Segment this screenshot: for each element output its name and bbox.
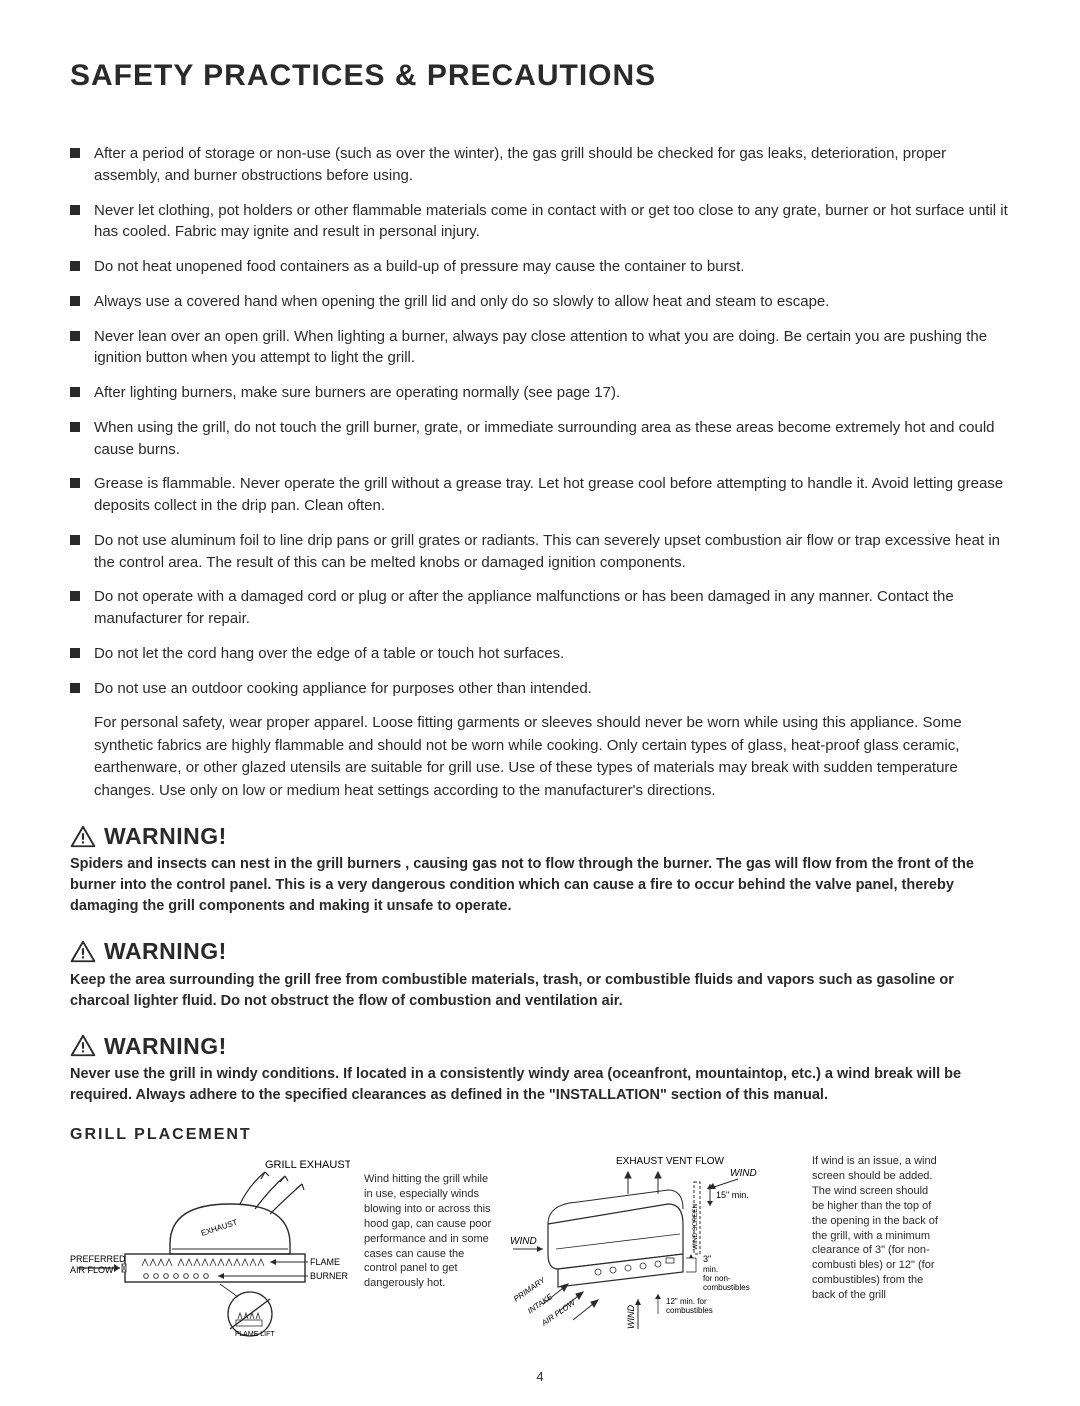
bullet-item: When using the grill, do not touch the g… xyxy=(70,417,1010,461)
label-burner: BURNER xyxy=(310,1271,349,1281)
bullet-item: After lighting burners, make sure burner… xyxy=(70,382,1010,404)
bullet-item: Never let clothing, pot holders or other… xyxy=(70,200,1010,244)
bullet-icon xyxy=(70,591,80,601)
bullet-item: Grease is flammable. Never operate the g… xyxy=(70,473,1010,517)
bullet-icon xyxy=(70,331,80,341)
page-title: SAFETY PRACTICES & PRECAUTIONS xyxy=(70,55,1010,97)
label-grill-exhaust: GRILL EXHAUST xyxy=(265,1159,350,1171)
apparel-paragraph: For personal safety, wear proper apparel… xyxy=(94,712,1010,802)
label-wind-l: WIND xyxy=(510,1236,537,1247)
bullet-icon xyxy=(70,296,80,306)
warning-text: Never use the grill in windy conditions.… xyxy=(70,1064,1010,1106)
warning-title: WARNING! xyxy=(104,820,227,852)
bullet-item: Do not operate with a damaged cord or pl… xyxy=(70,586,1010,630)
bullet-icon xyxy=(70,387,80,397)
bullet-item: Do not use an outdoor cooking appliance … xyxy=(70,678,1010,700)
label-airflow: AIR FLOW xyxy=(70,1265,114,1275)
bullet-icon xyxy=(70,535,80,545)
page-number: 4 xyxy=(70,1368,1010,1386)
bullet-text: After a period of storage or non-use (su… xyxy=(94,143,1010,187)
bullet-item: Always use a covered hand when opening t… xyxy=(70,291,1010,313)
warning-icon xyxy=(70,1034,96,1058)
bullet-text: Never let clothing, pot holders or other… xyxy=(94,200,1010,244)
label-3min-2: min. xyxy=(703,1265,718,1274)
diagram-row: GRILL EXHAUST EXHAUST PR xyxy=(70,1154,1010,1361)
wind-screen-note: If wind is an issue, a wind screen shoul… xyxy=(812,1154,942,1302)
label-flamelift: FLAME LIFT xyxy=(235,1331,275,1338)
warning-block: WARNING! Never use the grill in windy co… xyxy=(70,1030,1010,1106)
bullet-icon xyxy=(70,205,80,215)
bullet-text: Never lean over an open grill. When ligh… xyxy=(94,326,1010,370)
label-windscreen: WIND SCREEN xyxy=(692,1204,699,1251)
bullet-text: Always use a covered hand when opening t… xyxy=(94,291,829,313)
label-exhaust: EXHAUST xyxy=(200,1218,239,1238)
label-15min: 15" min. xyxy=(716,1190,749,1200)
bullet-icon xyxy=(70,261,80,271)
warning-icon xyxy=(70,824,96,848)
label-wind-b: WIND xyxy=(626,1305,636,1329)
bullet-item: Do not let the cord hang over the edge o… xyxy=(70,643,1010,665)
warning-block: WARNING! Spiders and insects can nest in… xyxy=(70,820,1010,917)
warning-title: WARNING! xyxy=(104,935,227,967)
bullet-item: After a period of storage or non-use (su… xyxy=(70,143,1010,187)
bullet-item: Do not heat unopened food containers as … xyxy=(70,256,1010,278)
label-12min-2: combustibles xyxy=(666,1306,713,1315)
bullet-icon xyxy=(70,683,80,693)
label-12min-1: 12" min. for xyxy=(666,1297,707,1306)
wind-hitting-text: Wind hitting the grill while in use, esp… xyxy=(364,1172,494,1291)
label-3min-3: for non- xyxy=(703,1274,731,1283)
bullet-icon xyxy=(70,478,80,488)
bullet-text: Grease is flammable. Never operate the g… xyxy=(94,473,1010,517)
warning-text: Spiders and insects can nest in the gril… xyxy=(70,854,1010,917)
label-exhaust-vent-flow: EXHAUST VENT FLOW xyxy=(616,1156,725,1167)
grill-exhaust-diagram: GRILL EXHAUST EXHAUST PR xyxy=(70,1154,350,1361)
bullet-text: Do not operate with a damaged cord or pl… xyxy=(94,586,1010,630)
safety-bullet-list: After a period of storage or non-use (su… xyxy=(70,143,1010,699)
bullet-item: Do not use aluminum foil to line drip pa… xyxy=(70,530,1010,574)
bullet-icon xyxy=(70,148,80,158)
warning-block: WARNING! Keep the area surrounding the g… xyxy=(70,935,1010,1011)
label-wind-tr: WIND xyxy=(730,1168,757,1179)
bullet-text: Do not use an outdoor cooking appliance … xyxy=(94,678,592,700)
label-preferred: PREFERRED xyxy=(70,1254,126,1264)
bullet-icon xyxy=(70,648,80,658)
bullet-item: Never lean over an open grill. When ligh… xyxy=(70,326,1010,370)
label-3min-1: 3" xyxy=(703,1254,711,1264)
warning-text: Keep the area surrounding the grill free… xyxy=(70,970,1010,1012)
bullet-text: Do not use aluminum foil to line drip pa… xyxy=(94,530,1010,574)
warning-icon xyxy=(70,940,96,964)
warning-title: WARNING! xyxy=(104,1030,227,1062)
bullet-text: After lighting burners, make sure burner… xyxy=(94,382,620,404)
label-3min-4: combustibles xyxy=(703,1283,750,1292)
wind-screen-diagram: EXHAUST VENT FLOW WIND WIND SCREEN 15" m… xyxy=(508,1154,798,1361)
bullet-text: Do not heat unopened food containers as … xyxy=(94,256,744,278)
bullet-icon xyxy=(70,422,80,432)
label-flame: FLAME xyxy=(310,1257,340,1267)
grill-placement-heading: GRILL PLACEMENT xyxy=(70,1124,252,1146)
bullet-text: Do not let the cord hang over the edge o… xyxy=(94,643,564,665)
bullet-text: When using the grill, do not touch the g… xyxy=(94,417,1010,461)
